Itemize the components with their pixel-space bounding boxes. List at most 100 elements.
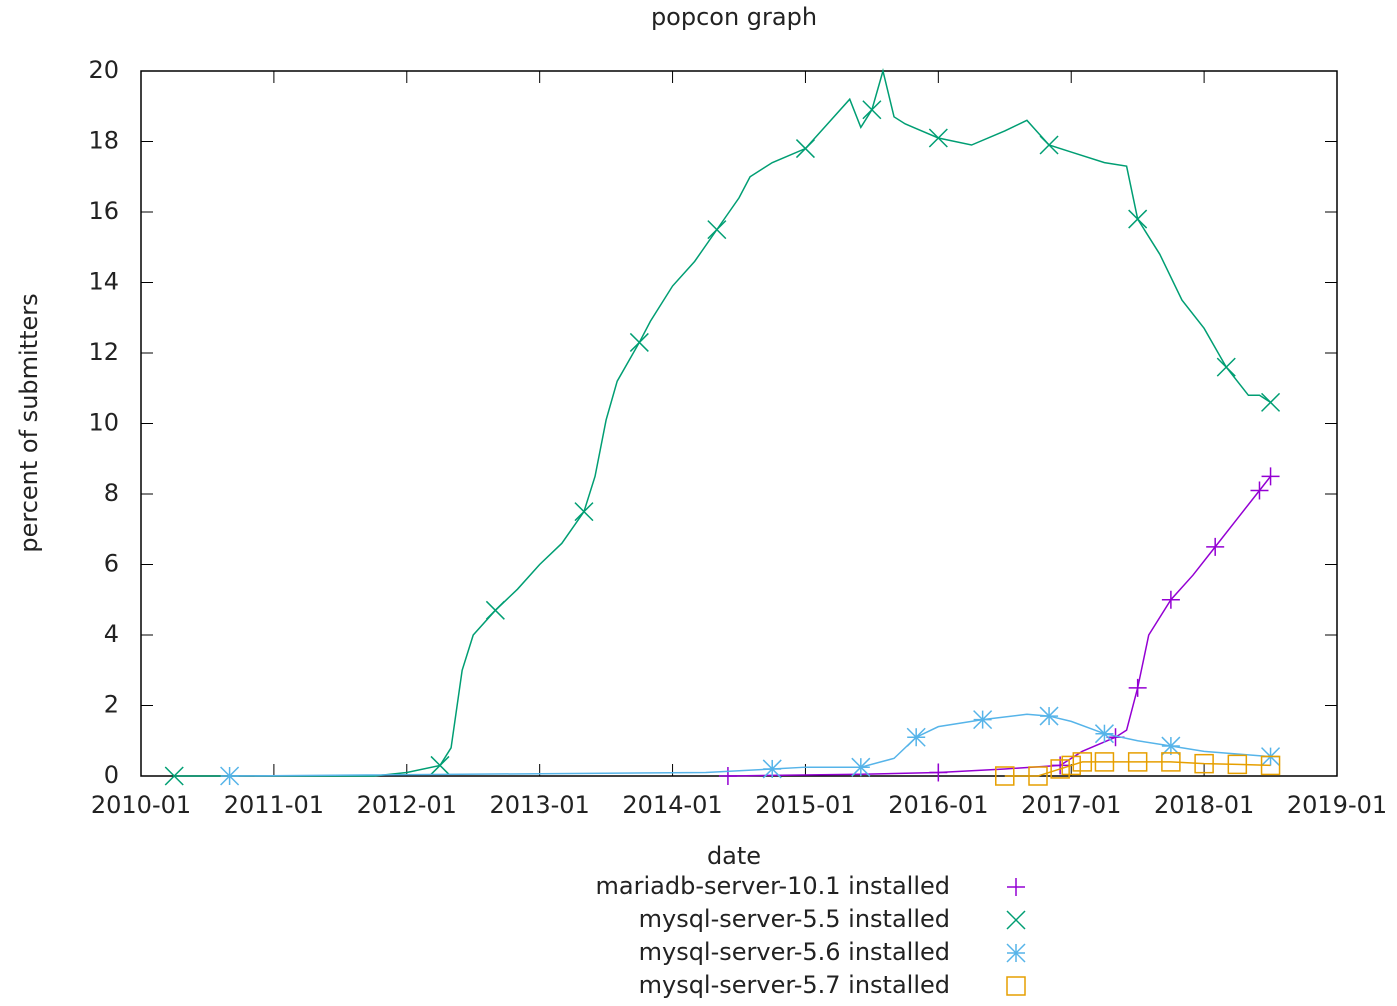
marker-part [1061,755,1081,776]
y-tick-label: 2 [104,691,119,719]
y-tick-label: 16 [88,197,119,225]
point-marker [1260,755,1281,776]
point-marker [1094,752,1115,772]
legend-label: mariadb-server-10.1 installed [596,872,950,900]
point-marker [1050,759,1070,779]
marker-part [862,100,882,120]
marker-part [1006,910,1026,930]
y-tick-label: 12 [88,338,119,366]
y-axis-label: percent of submitters [15,293,43,552]
marker-part [1006,976,1026,996]
point-marker [1227,754,1248,775]
point-marker [928,128,948,148]
legend-label: mysql-server-5.6 installed [639,938,950,966]
series-line [727,475,1272,777]
point-marker [1039,706,1059,726]
point-marker [1061,755,1081,776]
point-marker [707,220,727,240]
point-marker [862,100,882,120]
point-marker [1006,943,1026,963]
marker-part [995,766,1015,786]
marker-part [1006,943,1026,963]
marker-part [629,332,649,352]
point-marker [574,502,594,522]
point-marker [906,727,926,747]
marker-part [1261,392,1281,412]
marker-part [1039,706,1059,726]
point-marker [929,763,948,782]
marker-part [1094,752,1115,772]
marker-part [973,710,993,730]
marker-part [707,220,727,240]
x-tick-label: 2017-01 [1021,791,1121,819]
point-marker [851,757,871,777]
point-marker [1007,878,1025,896]
marker-part [1039,135,1059,155]
y-tick-label: 10 [88,409,119,437]
marker-part [1127,752,1148,772]
marker-part [1161,752,1181,772]
x-tick-label: 2013-01 [490,791,590,819]
point-marker [1127,752,1148,772]
plot-frame [140,70,1338,777]
point-marker [1194,753,1214,774]
point-marker [762,759,782,779]
point-marker [485,600,505,620]
x-tick-label: 2015-01 [755,791,855,819]
point-marker [795,139,815,159]
y-tick-label: 14 [88,268,119,296]
point-marker [1128,209,1148,229]
y-tick-label: 18 [88,127,119,155]
marker-part [906,727,926,747]
marker-part [1050,759,1070,779]
marker-part [1260,755,1281,776]
point-marker [1039,135,1059,155]
series-line [229,713,1271,777]
legend-label: mysql-server-5.5 installed [639,905,950,933]
marker-part [1128,209,1148,229]
x-tick-label: 2019-01 [1287,791,1387,819]
series-line [1004,761,1271,777]
point-marker [1006,976,1026,996]
point-marker [995,766,1015,786]
x-tick-label: 2018-01 [1154,791,1254,819]
point-marker [1161,736,1181,756]
point-marker [164,766,184,786]
marker-part [1194,753,1214,774]
point-marker [718,767,737,785]
marker-part [220,766,240,786]
marker-part [1216,357,1236,377]
point-marker [1006,910,1026,930]
x-tick-label: 2010-01 [91,791,191,819]
marker-part [851,757,871,777]
series-line [174,68,1271,777]
marker-part [1094,724,1114,744]
point-marker [629,332,649,352]
marker-part [762,759,782,779]
marker-part [928,128,948,148]
marker-part [430,755,450,775]
y-tick-label: 20 [88,56,119,84]
y-tick-label: 8 [104,479,119,507]
point-marker [973,710,993,730]
chart-title: popcon graph [651,3,817,31]
point-marker [1072,752,1093,772]
point-marker [1028,766,1048,786]
marker-part [1227,754,1248,775]
point-marker [1261,467,1280,486]
point-marker [1206,537,1225,556]
x-tick-label: 2012-01 [357,791,457,819]
y-tick-label: 0 [104,761,119,789]
point-marker [220,766,240,786]
x-tick-label: 2014-01 [622,791,722,819]
point-marker [1094,724,1114,744]
marker-part [795,139,815,159]
x-tick-label: 2016-01 [888,791,988,819]
legend-label: mysql-server-5.7 installed [639,971,950,999]
marker-part [1072,752,1093,772]
y-tick-label: 4 [104,620,119,648]
point-marker [1250,481,1269,500]
point-marker [1161,752,1181,772]
point-marker [1261,392,1281,412]
